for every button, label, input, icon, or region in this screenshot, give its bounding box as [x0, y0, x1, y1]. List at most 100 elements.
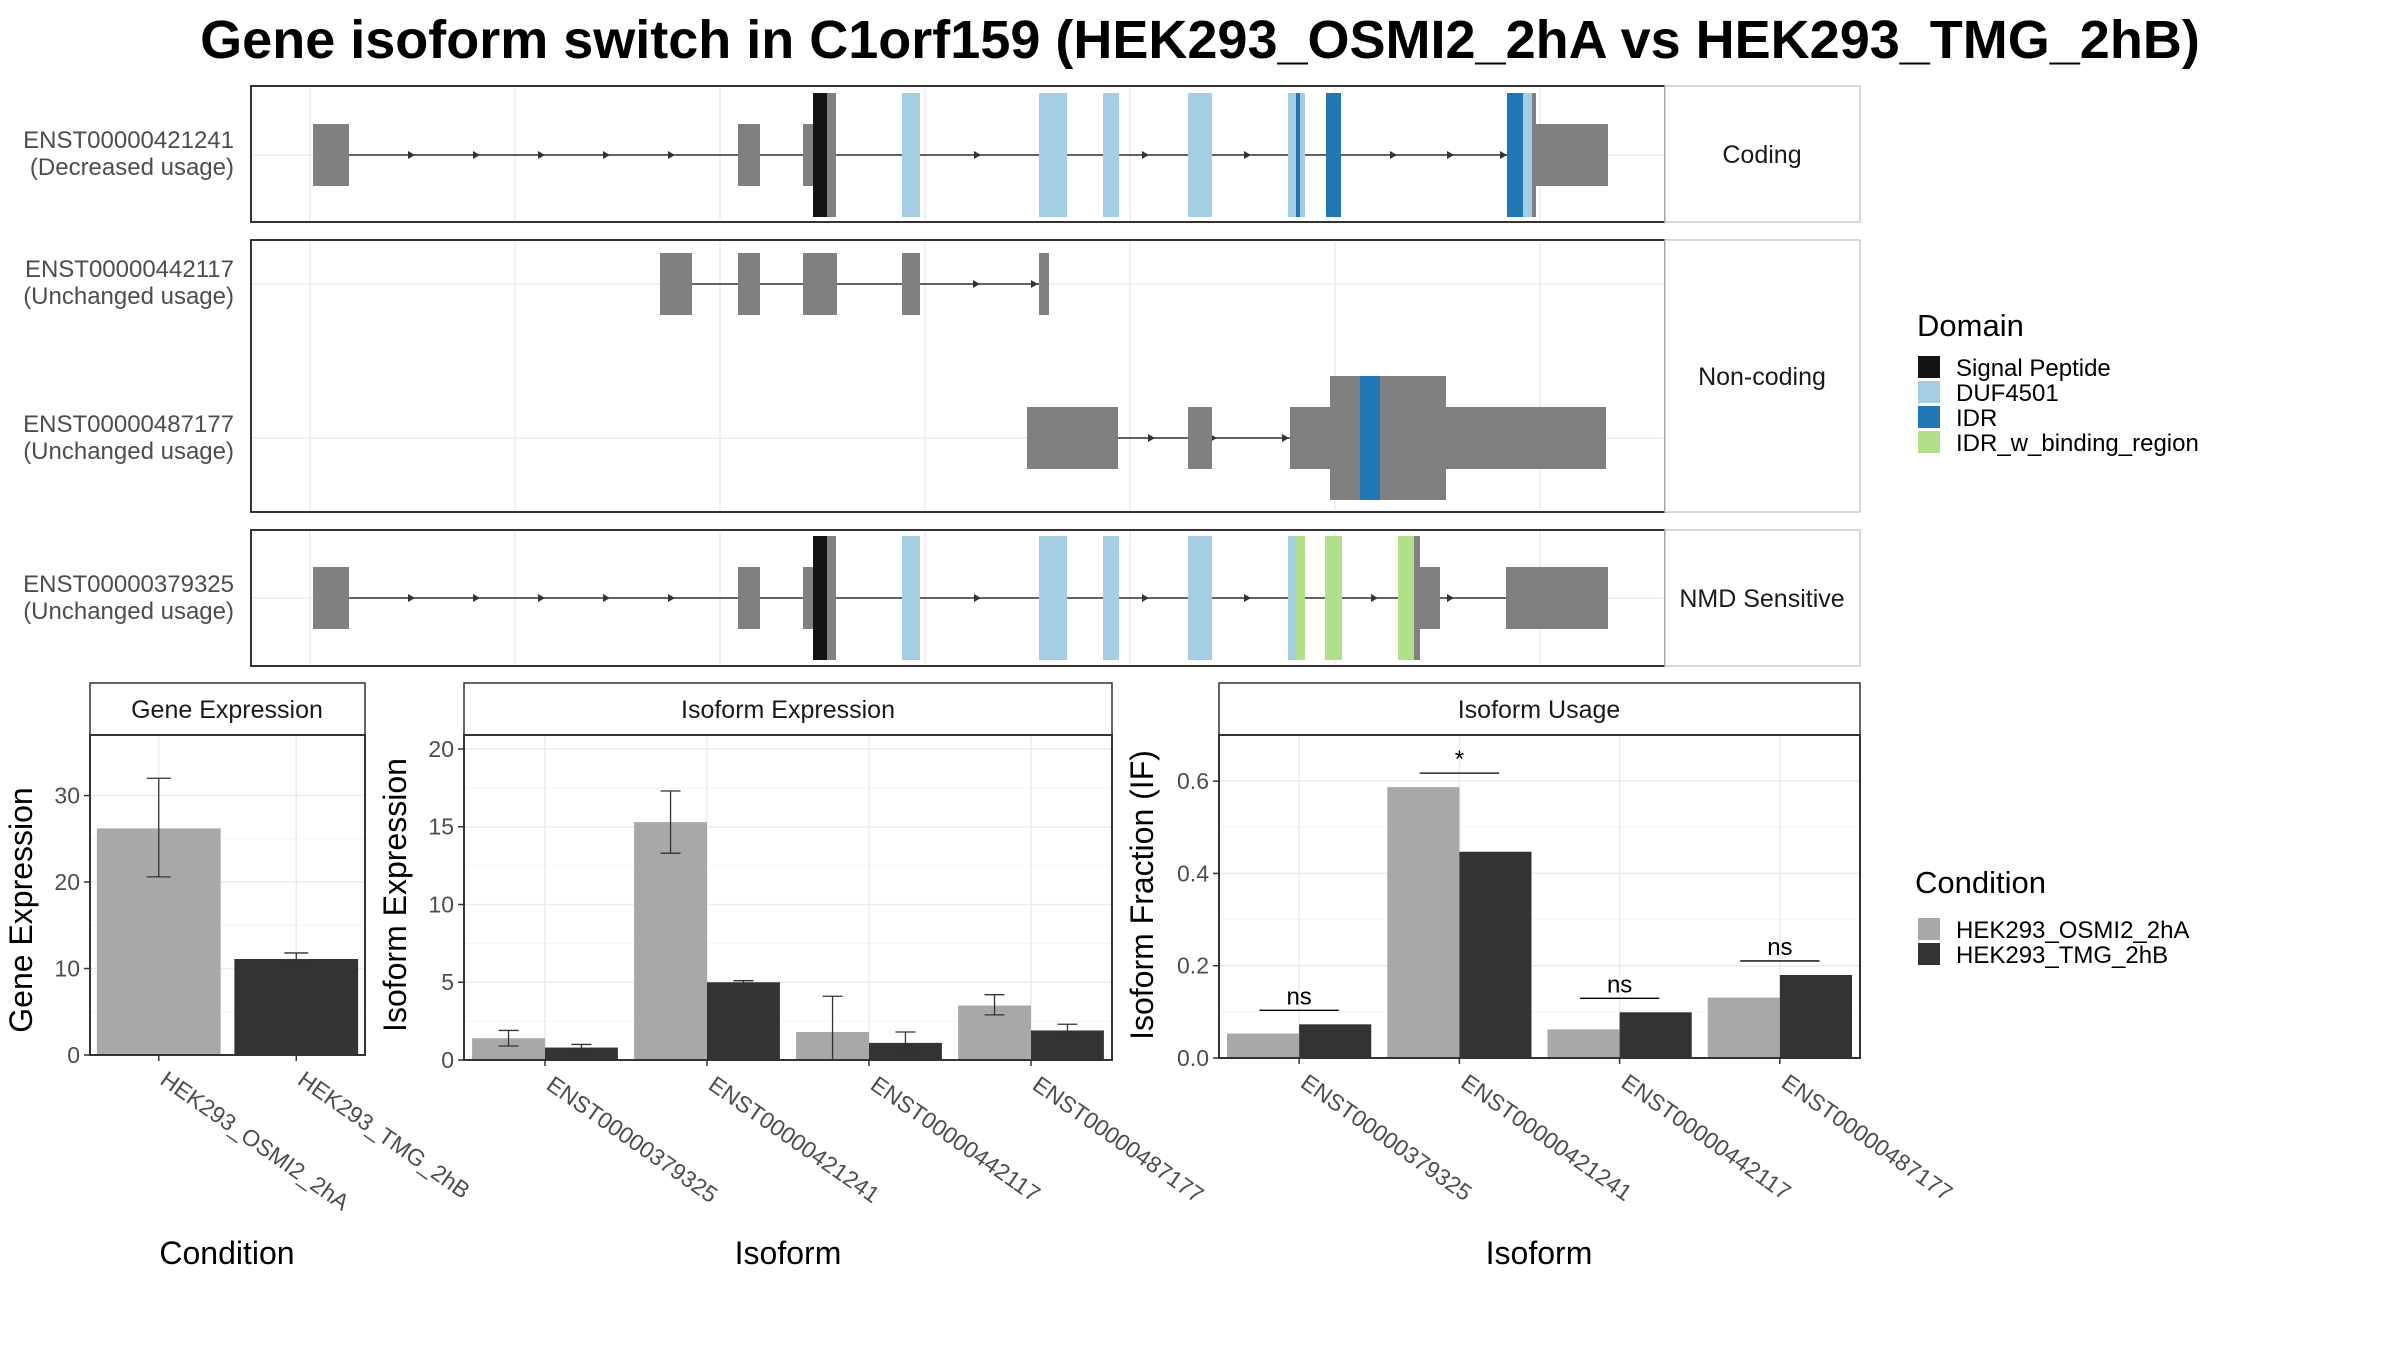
- idr-domain: [1326, 93, 1341, 217]
- exon: [827, 93, 836, 217]
- duf4501-domain: [1039, 536, 1067, 660]
- bar: [234, 959, 359, 1055]
- bar: [1387, 787, 1460, 1058]
- x-tick-label: ENST00000421241: [1457, 1069, 1637, 1206]
- x-tick-label: ENST00000487177: [1777, 1069, 1957, 1206]
- isoform-usage-panel: Isoform Usage Isoform Fraction (IF) Isof…: [1124, 682, 1957, 1271]
- x-tick-label: ENST00000421241: [704, 1071, 884, 1208]
- facet-label: Non-coding: [1698, 363, 1826, 391]
- duf4501-domain: [1188, 536, 1212, 660]
- direction-arrow: [603, 594, 610, 602]
- transcript-models: [313, 93, 1608, 660]
- transcript-usage-label: (Unchanged usage): [23, 283, 234, 310]
- duf4501-domain: [1103, 536, 1119, 660]
- direction-arrow: [973, 280, 980, 288]
- duf4501-domain: [1288, 93, 1296, 217]
- legend-key-idr: [1918, 406, 1940, 428]
- x-tick-label: ENST00000487177: [1028, 1071, 1208, 1208]
- direction-arrow: [1371, 594, 1378, 602]
- y-axis-title: Isoform Expression: [377, 758, 413, 1032]
- direction-arrow: [473, 151, 480, 159]
- y-tick-label: 0: [441, 1047, 454, 1073]
- idr-binding-domain: [1398, 536, 1414, 660]
- exon: [1536, 124, 1608, 186]
- direction-arrow: [1031, 280, 1038, 288]
- panel-strip-label: Isoform Expression: [681, 696, 895, 724]
- transcript-id-label: ENST00000442117: [25, 256, 234, 283]
- exon: [660, 253, 692, 315]
- y-tick-label: 5: [441, 969, 454, 995]
- direction-arrow: [603, 151, 610, 159]
- legend-label: Signal Peptide: [1956, 355, 2111, 382]
- signal-peptide-domain: [813, 536, 827, 660]
- exon: [803, 124, 813, 186]
- duf4501-domain: [902, 93, 920, 217]
- condition-legend: Condition HEK293_OSMI2_2hA HEK293_TMG_2h…: [1915, 865, 2189, 969]
- y-tick-label: 10: [428, 891, 454, 917]
- facet-coding: Coding: [250, 85, 1861, 223]
- legend-title: Domain: [1917, 308, 2024, 343]
- y-tick-label: 0.6: [1177, 768, 1209, 794]
- x-tick-label: ENST00000379325: [1296, 1069, 1476, 1206]
- transcript-structure-panel: Coding Non-coding NMD Sensitive ENST0000…: [23, 85, 1861, 667]
- bar: [1459, 851, 1532, 1058]
- bar: [1707, 997, 1780, 1058]
- duf4501-domain: [1288, 536, 1296, 660]
- bar: [1299, 1024, 1372, 1058]
- exon: [738, 567, 760, 629]
- transcript-usage-label: (Unchanged usage): [23, 598, 234, 625]
- y-tick-label: 0.2: [1177, 953, 1209, 979]
- duf4501-domain: [1188, 93, 1212, 217]
- legend-label: DUF4501: [1956, 380, 2059, 407]
- direction-arrow: [974, 594, 981, 602]
- y-tick-label: 15: [428, 814, 454, 840]
- direction-arrow: [1500, 151, 1507, 159]
- exon: [1027, 407, 1118, 469]
- facet-non-coding: Non-coding: [250, 239, 1861, 513]
- direction-arrow: [538, 151, 545, 159]
- x-tick-label: ENST00000442117: [1617, 1069, 1796, 1205]
- transcript-id-label: ENST00000487177: [23, 411, 234, 438]
- panel-border: [1218, 734, 1861, 1059]
- legend-label: HEK293_TMG_2hB: [1956, 942, 2168, 969]
- x-axis-title: Isoform: [735, 1235, 842, 1271]
- bar: [1227, 1033, 1300, 1058]
- duf4501-domain: [902, 536, 920, 660]
- bar: [472, 1038, 545, 1060]
- exon: [1290, 407, 1330, 469]
- direction-arrow: [1447, 151, 1454, 159]
- y-tick-label: 10: [54, 956, 80, 982]
- bar: [1779, 974, 1852, 1058]
- y-tick-label: 0: [67, 1042, 80, 1068]
- facet-strip: [1664, 85, 1861, 223]
- facet-strip: [1664, 529, 1861, 667]
- y-tick-label: 20: [428, 736, 454, 762]
- transcript-usage-label: (Decreased usage): [30, 154, 234, 181]
- exon: [1414, 536, 1420, 660]
- x-axis-title: Isoform: [1486, 1235, 1593, 1271]
- idr-domain: [1296, 93, 1300, 217]
- bar: [545, 1047, 618, 1060]
- y-tick-label: 30: [54, 783, 80, 809]
- exon: [738, 253, 760, 315]
- exon: [803, 567, 813, 629]
- legend-title: Condition: [1915, 865, 2046, 900]
- signal-peptide-domain: [813, 93, 827, 217]
- exon: [1330, 376, 1360, 500]
- legend-label: IDR: [1956, 405, 1997, 432]
- exon: [803, 253, 837, 315]
- domain-legend: Domain Signal Peptide DUF4501 IDR IDR_w_…: [1917, 308, 2199, 457]
- y-axis-title: Gene Expression: [3, 787, 39, 1032]
- exon: [902, 253, 920, 315]
- legend-key-condition-a: [1918, 918, 1940, 940]
- panel-strip-label: Gene Expression: [131, 696, 323, 724]
- exon: [1506, 567, 1608, 629]
- direction-arrow: [1148, 434, 1155, 442]
- direction-arrow: [1142, 594, 1149, 602]
- panel-border: [89, 734, 366, 1056]
- strip-box: [89, 682, 366, 736]
- duf4501-domain: [1103, 93, 1119, 217]
- duf4501-domain: [1300, 93, 1305, 217]
- direction-arrow: [408, 594, 415, 602]
